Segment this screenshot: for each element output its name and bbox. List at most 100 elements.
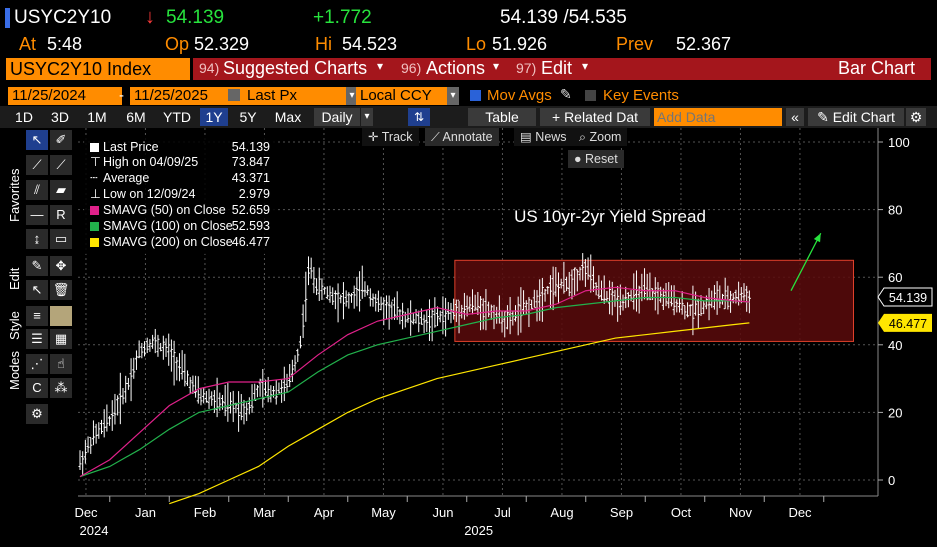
ohlc-bar [226, 383, 230, 422]
edit-num: 97) [516, 60, 537, 76]
ohlc-bar [255, 384, 259, 398]
ohlc-bar [94, 423, 98, 444]
x-tick-label: Jun [433, 505, 454, 520]
bar-chart-type[interactable]: Bar Chart [837, 58, 915, 78]
ohlc-bar [339, 294, 343, 304]
pen-icon[interactable]: ✐ [50, 130, 72, 150]
period-max[interactable]: Max [274, 109, 302, 125]
ohlc-bar [86, 436, 90, 453]
ohlc-bar [624, 286, 628, 309]
collapse-icon[interactable]: « [786, 108, 804, 126]
ohlc-bar [543, 288, 547, 302]
key-events-label: Key Events [603, 87, 679, 104]
line-style-icon[interactable]: ≡ [26, 306, 48, 326]
pencil-icon[interactable]: ✎ [560, 86, 572, 102]
retracement-icon[interactable]: R [50, 205, 72, 225]
measure-icon[interactable]: ↨ [26, 229, 48, 249]
ohlc-bar [503, 310, 507, 338]
key-events-checkbox[interactable] [585, 90, 596, 101]
period-ytd[interactable]: YTD [163, 109, 191, 125]
ohlc-bar [231, 390, 235, 423]
range-box [454, 259, 854, 342]
ohlc-bar [175, 356, 179, 381]
edit-menu[interactable]: Edit [541, 58, 573, 78]
ray-icon[interactable]: ⟋ [50, 155, 72, 175]
select-icon[interactable]: ↖ [26, 280, 48, 300]
period-5y[interactable]: 5Y [239, 109, 257, 125]
band-icon[interactable]: ▰ [50, 180, 72, 200]
gear-icon[interactable]: ⚙ [26, 404, 48, 424]
track-button[interactable]: ✛ Track [362, 128, 419, 146]
currency-select[interactable]: Local CCY [356, 87, 458, 105]
ohlc-bar [317, 267, 321, 302]
reset-button[interactable]: ● Reset [568, 150, 624, 168]
menu-bar: USYC2Y10 Index 94) Suggested Charts ▾ 96… [0, 57, 937, 82]
ohlc-bar [653, 277, 657, 311]
related-data-button[interactable]: + Related Dat [540, 108, 650, 126]
suggested-charts-menu[interactable]: Suggested Charts [223, 58, 368, 78]
edit-chart-button[interactable]: ✎ Edit Chart [808, 108, 904, 126]
gear-icon[interactable]: ⚙ [906, 108, 926, 126]
trash-icon[interactable]: 🗑 [50, 280, 72, 300]
chevron-down-icon[interactable]: ▾ [346, 87, 358, 105]
y-tick-label: 60 [888, 270, 902, 285]
ohlc-bar [581, 253, 585, 281]
color-swatch-icon[interactable] [50, 306, 72, 326]
cursor-icon[interactable]: ↖ [26, 130, 48, 150]
mode-arc-icon[interactable]: C [26, 378, 48, 398]
chevron-down-icon[interactable]: ▾ [447, 87, 459, 105]
channel-icon[interactable]: ⫽ [26, 180, 48, 200]
move-icon[interactable]: ✥ [50, 256, 72, 276]
ohlc-bar [686, 302, 690, 318]
news-button[interactable]: ▤ News [514, 128, 573, 146]
ohlc-bar [384, 295, 388, 319]
ohlc-bar [105, 404, 109, 432]
legend-last-price: Last Price 54.139 [90, 140, 276, 155]
security-field[interactable]: USYC2Y10 Index [6, 58, 190, 80]
ohlc-bar [473, 294, 477, 311]
ohlc-bar [366, 285, 370, 296]
bid-ask: 54.139 /54.535 [500, 7, 627, 28]
ohlc-bar [538, 279, 542, 321]
ohlc-bar [487, 301, 491, 318]
ohlc-bar [742, 283, 746, 301]
ohlc-bar [210, 391, 214, 406]
fill-icon[interactable]: ▦ [50, 329, 72, 349]
brush-icon[interactable]: ✎ [26, 256, 48, 276]
horizontal-line-icon[interactable]: — [26, 205, 48, 225]
dotted-line-icon[interactable]: ⋰ [26, 354, 48, 374]
period-6m[interactable]: 6M [126, 109, 146, 125]
period-1d[interactable]: 1D [15, 109, 33, 125]
x-tick-label: Sep [610, 505, 633, 520]
ohlc-bar [575, 269, 579, 292]
period-3d[interactable]: 3D [51, 109, 69, 125]
ohlc-bar [344, 290, 348, 307]
pointer-hand-icon[interactable]: ☝ [50, 354, 72, 374]
line-weight-icon[interactable]: ☰ [26, 329, 48, 349]
ohlc-bar [148, 339, 152, 352]
frequency-select[interactable]: Daily [314, 108, 360, 126]
period-1y[interactable]: 1Y [200, 108, 228, 126]
ohlc-bar [309, 257, 313, 279]
chevron-down-icon[interactable]: ▾ [361, 108, 373, 126]
add-data-input[interactable] [654, 108, 782, 126]
calendar-icon[interactable] [228, 89, 240, 101]
annotate-button[interactable]: ⟋ Annotate [425, 128, 499, 146]
period-1m[interactable]: 1M [87, 109, 107, 125]
line-icon: ⟋ [431, 130, 443, 144]
candle-icon[interactable]: ⇅ [408, 108, 430, 126]
end-date-input[interactable]: 11/25/2025 [130, 87, 244, 105]
mov-avgs-checkbox[interactable] [470, 90, 481, 101]
start-date-input[interactable]: 11/25/2024 [8, 87, 122, 105]
mode-dots-icon[interactable]: ⁂ [50, 378, 72, 398]
actions-menu[interactable]: Actions [426, 58, 486, 78]
ohlc-bar [169, 339, 173, 372]
rectangle-icon[interactable]: ▭ [50, 229, 72, 249]
field-select[interactable]: Last Px [243, 87, 355, 105]
y-tick-label: 100 [888, 135, 910, 150]
table-button[interactable]: Table [468, 108, 536, 126]
zoom-button[interactable]: ⌕ Zoom [573, 128, 628, 146]
legend-high: ⊤ High on 04/09/25 73.847 [90, 155, 270, 169]
trendline-icon[interactable]: ⟋ [26, 155, 48, 175]
